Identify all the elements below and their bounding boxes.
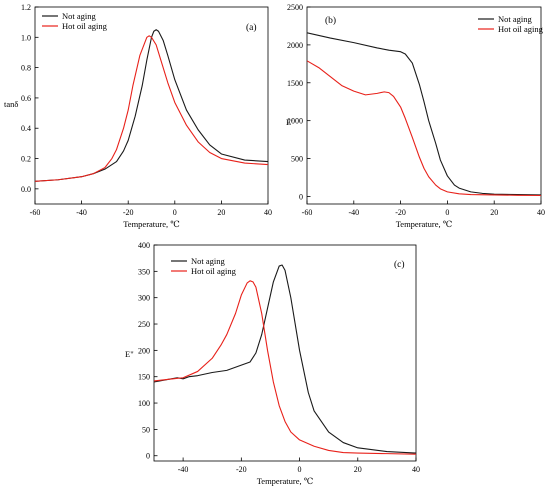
y-tick-label: 200 <box>138 346 150 355</box>
legend-label: Hot oil aging <box>62 21 108 31</box>
y-tick-label: 350 <box>138 267 150 276</box>
y-tick-label: 1.2 <box>21 3 31 12</box>
y-tick-label: 0.8 <box>21 64 31 73</box>
x-tick-label: 40 <box>412 465 420 474</box>
y-tick-label: 400 <box>138 241 150 250</box>
y-tick-label: 1.0 <box>21 33 31 42</box>
x-axis-label: Temperature, ℃ <box>257 476 314 486</box>
series-line-not-aging <box>154 264 416 454</box>
legend-label: Not aging <box>498 14 533 24</box>
x-tick-label: 0 <box>298 465 302 474</box>
panel-a: -60 -40 -20 0 20 40 0.0 0.2 0.4 0.6 0.8 1.0 1.2 Tempe… <box>4 3 272 229</box>
y-tick-label: 50 <box>142 425 150 434</box>
y-tick-label: 2000 <box>287 41 303 50</box>
x-tick-label: -60 <box>302 208 313 217</box>
legend-label: Hot oil aging <box>191 266 237 276</box>
y-tick-label: 1000 <box>287 117 303 126</box>
x-axis-label: Temperature, ℃ <box>123 219 180 229</box>
x-tick-label: -40 <box>178 465 189 474</box>
y-tick-label: 0.6 <box>21 94 31 103</box>
y-tick-label: 300 <box>138 294 150 303</box>
x-tick-label: -40 <box>76 208 87 217</box>
y-tick-label: 0.4 <box>21 124 31 133</box>
y-tick-label: 100 <box>138 399 150 408</box>
x-tick-label: -20 <box>236 465 247 474</box>
legend-label: Hot oil aging <box>498 24 544 34</box>
y-tick-label: 0 <box>146 452 150 461</box>
x-tick-label: -20 <box>395 208 406 217</box>
panel-c: -40 -20 0 20 40050100150200250300350400Tempe… <box>125 241 420 486</box>
y-tick-label: 0.0 <box>21 185 31 194</box>
x-tick-label: 0 <box>173 208 177 217</box>
x-tick-label: -60 <box>30 208 41 217</box>
y-tick-label: 0.2 <box>21 155 31 164</box>
y-axis-label: E" <box>125 349 134 359</box>
series-line-hot-oil-aging <box>154 280 416 455</box>
y-axis-label: tanδ <box>4 99 18 109</box>
y-tick-label: 250 <box>138 320 150 329</box>
legend-label: Not aging <box>191 256 226 266</box>
x-tick-label: 20 <box>217 208 225 217</box>
x-tick-label: 0 <box>445 208 449 217</box>
y-tick-label: 0 <box>299 192 303 201</box>
y-tick-label: 150 <box>138 373 150 382</box>
legend-label: Not aging <box>62 11 97 21</box>
series-line-not-aging <box>35 29 268 182</box>
series-line-hot-oil-aging <box>35 35 268 182</box>
x-tick-label: 20 <box>354 465 362 474</box>
panel-b: -60 -40 -20 0 20 40 0 500 1000 1500 2000 2500 Temper… <box>286 3 545 229</box>
y-tick-label: 2500 <box>287 3 303 12</box>
panel-label: (a) <box>246 22 257 33</box>
x-axis-label: Temperature, ℃ <box>396 219 453 229</box>
x-tick-label: -40 <box>348 208 359 217</box>
plot-frame <box>34 6 269 205</box>
x-tick-label: -20 <box>123 208 134 217</box>
x-tick-label: 40 <box>537 208 545 217</box>
x-tick-label: 40 <box>264 208 272 217</box>
y-tick-label: 1500 <box>287 79 303 88</box>
plot-frame <box>153 244 417 462</box>
panel-label: (b) <box>325 15 336 26</box>
plot-frame <box>306 6 542 205</box>
series-line-hot-oil-aging <box>307 60 541 197</box>
y-axis-label: E' <box>286 117 293 127</box>
series-line-not-aging <box>307 32 541 196</box>
y-tick-label: 500 <box>291 155 303 164</box>
x-tick-label: 20 <box>490 208 498 217</box>
panel-label: (c) <box>394 259 405 270</box>
